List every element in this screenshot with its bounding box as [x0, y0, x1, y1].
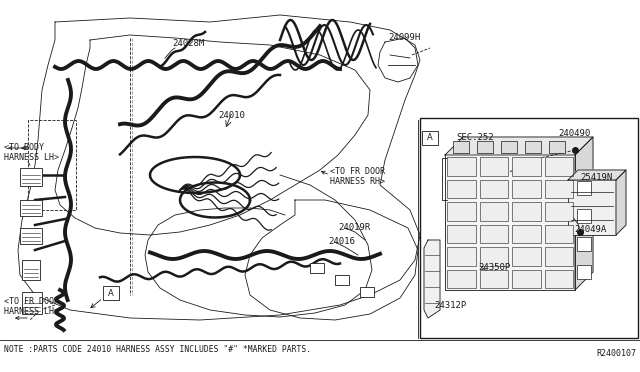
Bar: [447, 247, 476, 266]
Bar: [310, 263, 324, 273]
Bar: [577, 181, 591, 195]
Polygon shape: [616, 170, 626, 235]
Bar: [549, 141, 565, 153]
Text: 24350P: 24350P: [478, 263, 510, 273]
Text: NOTE :PARTS CODE 24010 HARNESS ASSY INCLUDES "#" *MARKED PARTS.: NOTE :PARTS CODE 24010 HARNESS ASSY INCL…: [4, 346, 311, 355]
Bar: [447, 157, 476, 176]
Bar: [577, 209, 591, 223]
Bar: [360, 287, 374, 297]
Polygon shape: [575, 137, 593, 290]
Bar: [479, 224, 508, 243]
Bar: [545, 180, 573, 198]
Bar: [447, 180, 476, 198]
Polygon shape: [445, 155, 575, 290]
Text: <TO FR DOOR: <TO FR DOOR: [4, 298, 59, 307]
Polygon shape: [568, 170, 626, 180]
Bar: [479, 247, 508, 266]
Bar: [568, 180, 616, 235]
Text: 24049A: 24049A: [574, 225, 606, 234]
Bar: [545, 269, 573, 288]
Text: 24016: 24016: [328, 237, 355, 247]
Bar: [479, 269, 508, 288]
Text: 24099H: 24099H: [388, 33, 420, 42]
Bar: [545, 202, 573, 221]
Text: R2400107: R2400107: [596, 350, 636, 359]
Bar: [479, 202, 508, 221]
Bar: [420, 118, 638, 338]
Bar: [501, 141, 517, 153]
Bar: [545, 157, 573, 176]
Text: A: A: [108, 289, 114, 298]
Bar: [577, 265, 591, 279]
Text: 25419N: 25419N: [580, 173, 612, 183]
Bar: [577, 237, 591, 251]
Bar: [512, 224, 541, 243]
Bar: [22, 292, 42, 314]
Bar: [447, 202, 476, 221]
Text: 24010: 24010: [218, 110, 245, 119]
Text: <TO BODY: <TO BODY: [4, 144, 44, 153]
Bar: [545, 247, 573, 266]
Bar: [512, 202, 541, 221]
Text: 24019R: 24019R: [338, 224, 371, 232]
Text: 240490: 240490: [558, 128, 590, 138]
Text: HARNESS LH>: HARNESS LH>: [4, 308, 59, 317]
Bar: [512, 180, 541, 198]
Bar: [525, 141, 541, 153]
Bar: [512, 157, 541, 176]
Bar: [479, 157, 508, 176]
Text: SEC.252: SEC.252: [456, 134, 493, 142]
Text: A: A: [427, 134, 433, 142]
Bar: [20, 168, 42, 186]
Text: 24028M: 24028M: [172, 39, 204, 48]
Bar: [512, 247, 541, 266]
Text: HARNESS RH>: HARNESS RH>: [330, 177, 385, 186]
Text: 24312P: 24312P: [434, 301, 467, 311]
Bar: [20, 200, 42, 216]
Text: <TO FR DOOR: <TO FR DOOR: [330, 167, 385, 176]
Bar: [335, 275, 349, 285]
Bar: [447, 269, 476, 288]
Bar: [103, 286, 119, 300]
Bar: [512, 269, 541, 288]
Bar: [477, 141, 493, 153]
Bar: [22, 260, 40, 280]
Bar: [28, 120, 76, 210]
Polygon shape: [445, 137, 593, 155]
Bar: [20, 228, 42, 244]
Bar: [545, 224, 573, 243]
Bar: [479, 180, 508, 198]
Bar: [447, 224, 476, 243]
Polygon shape: [424, 240, 440, 318]
Bar: [422, 131, 438, 145]
Text: HARNESS LH>: HARNESS LH>: [4, 154, 59, 163]
Bar: [453, 141, 469, 153]
